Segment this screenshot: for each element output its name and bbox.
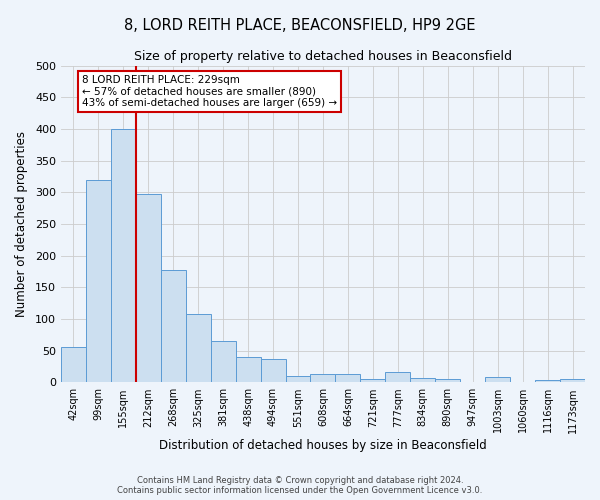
Bar	[485, 378, 510, 382]
Bar	[236, 357, 260, 382]
Bar	[111, 129, 136, 382]
Y-axis label: Number of detached properties: Number of detached properties	[15, 131, 28, 317]
Bar	[136, 194, 161, 382]
Text: 8 LORD REITH PLACE: 229sqm
← 57% of detached houses are smaller (890)
43% of sem: 8 LORD REITH PLACE: 229sqm ← 57% of deta…	[82, 75, 337, 108]
Bar	[161, 270, 186, 382]
Bar	[435, 379, 460, 382]
Bar	[211, 341, 236, 382]
Bar	[410, 378, 435, 382]
Bar	[286, 376, 310, 382]
Bar	[361, 379, 385, 382]
Text: Contains HM Land Registry data © Crown copyright and database right 2024.
Contai: Contains HM Land Registry data © Crown c…	[118, 476, 482, 495]
Bar	[61, 348, 86, 382]
Bar	[560, 379, 585, 382]
Bar	[385, 372, 410, 382]
Bar	[186, 314, 211, 382]
Bar	[86, 180, 111, 382]
Bar	[335, 374, 361, 382]
Bar	[260, 359, 286, 382]
X-axis label: Distribution of detached houses by size in Beaconsfield: Distribution of detached houses by size …	[159, 440, 487, 452]
Bar	[535, 380, 560, 382]
Text: 8, LORD REITH PLACE, BEACONSFIELD, HP9 2GE: 8, LORD REITH PLACE, BEACONSFIELD, HP9 2…	[124, 18, 476, 32]
Bar	[310, 374, 335, 382]
Title: Size of property relative to detached houses in Beaconsfield: Size of property relative to detached ho…	[134, 50, 512, 63]
